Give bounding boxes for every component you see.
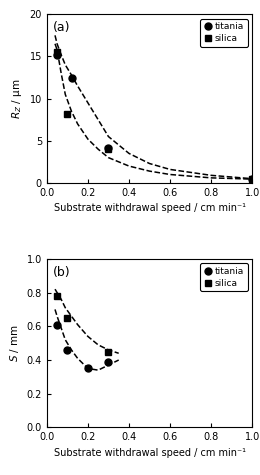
silica xyxy=(66,111,69,117)
Text: (a): (a) xyxy=(53,21,70,34)
titania xyxy=(55,52,58,57)
Line: titania: titania xyxy=(54,321,112,372)
Legend: titania, silica: titania, silica xyxy=(200,19,248,47)
titania xyxy=(107,145,110,151)
titania xyxy=(71,75,74,80)
titania xyxy=(107,359,110,365)
Line: silica: silica xyxy=(54,49,256,182)
Legend: titania, silica: titania, silica xyxy=(200,263,248,291)
X-axis label: Substrate withdrawal speed / cm min⁻¹: Substrate withdrawal speed / cm min⁻¹ xyxy=(54,203,245,213)
silica xyxy=(55,49,58,55)
silica xyxy=(55,293,58,299)
silica xyxy=(251,176,254,181)
Line: silica: silica xyxy=(54,293,112,355)
Text: (b): (b) xyxy=(53,266,70,278)
silica xyxy=(107,349,110,354)
Y-axis label: $R_Z$ / μm: $R_Z$ / μm xyxy=(10,78,24,119)
silica xyxy=(107,146,110,152)
titania xyxy=(66,347,69,353)
titania xyxy=(251,176,254,181)
Y-axis label: $S$ / mm: $S$ / mm xyxy=(8,324,21,362)
silica xyxy=(66,315,69,321)
titania xyxy=(55,322,58,327)
Line: titania: titania xyxy=(54,51,256,182)
X-axis label: Substrate withdrawal speed / cm min⁻¹: Substrate withdrawal speed / cm min⁻¹ xyxy=(54,448,245,458)
titania xyxy=(86,366,89,371)
